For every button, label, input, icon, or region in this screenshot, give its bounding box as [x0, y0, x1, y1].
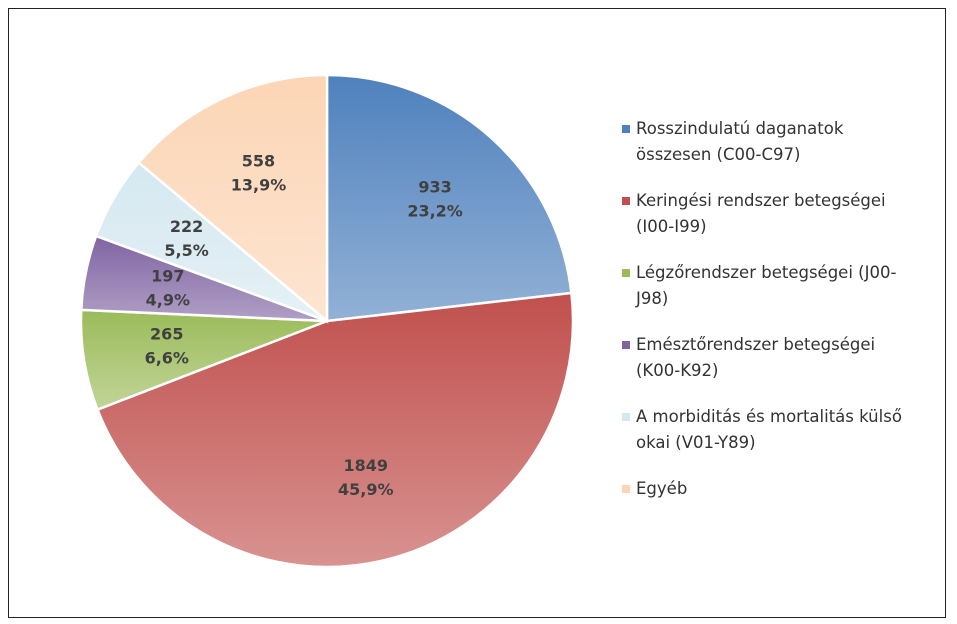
legend-swatch: [622, 413, 630, 421]
value-label: 1849: [344, 456, 389, 475]
pie-slice: [95, 291, 575, 569]
legend-label: Egyéb: [636, 479, 688, 498]
legend-item: Rosszindulatú daganatok összesen (C00-C9…: [622, 116, 912, 168]
legend-label: A morbiditás és mortalitás külső okai (V…: [636, 407, 902, 452]
value-label: 558: [242, 151, 275, 170]
percent-label: 45,9%: [338, 480, 394, 499]
legend-swatch: [622, 125, 630, 133]
value-label: 265: [150, 325, 183, 344]
pie-slice: [325, 73, 573, 323]
percent-label: 4,9%: [146, 290, 190, 309]
legend-label: Rosszindulatú daganatok összesen (C00-C9…: [636, 119, 844, 164]
legend-item: Egyéb: [622, 476, 912, 502]
percent-label: 6,6%: [145, 349, 189, 368]
legend-label: Légzőrendszer betegségei (J00-J98): [636, 263, 897, 308]
value-label: 933: [418, 177, 451, 196]
percent-label: 23,2%: [407, 201, 463, 220]
percent-label: 5,5%: [164, 241, 208, 260]
legend-swatch: [622, 341, 630, 349]
value-label: 222: [170, 217, 203, 236]
legend-label: Emésztőrendszer betegségei (K00-K92): [636, 335, 876, 380]
legend-item: Emésztőrendszer betegségei (K00-K92): [622, 332, 912, 384]
legend-item: Keringési rendszer betegségei (I00-I99): [622, 188, 912, 240]
legend-item: A morbiditás és mortalitás külső okai (V…: [622, 404, 912, 456]
legend-item: Légzőrendszer betegségei (J00-J98): [622, 260, 912, 312]
legend-swatch: [622, 197, 630, 205]
pie-slice: [137, 73, 329, 324]
legend-swatch: [622, 485, 630, 493]
legend-label: Keringési rendszer betegségei (I00-I99): [636, 191, 886, 236]
legend: Rosszindulatú daganatok összesen (C00-C9…: [622, 116, 912, 522]
value-label: 197: [151, 266, 184, 285]
percent-label: 13,9%: [231, 175, 287, 194]
chart-frame: [8, 8, 946, 618]
legend-swatch: [622, 269, 630, 277]
